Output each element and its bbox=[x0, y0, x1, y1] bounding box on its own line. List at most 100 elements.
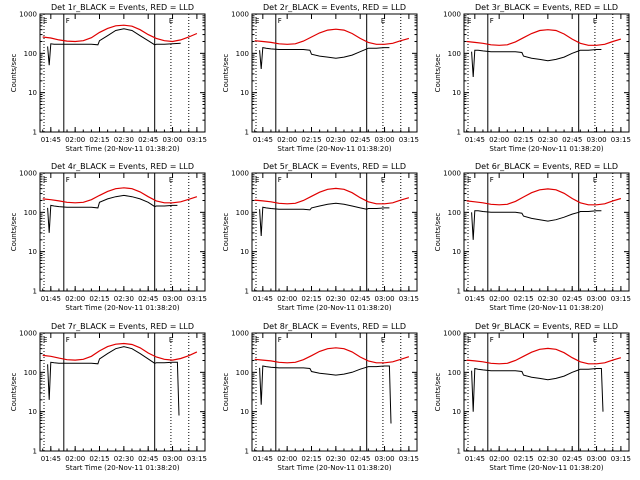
y-tick-label: 1000 bbox=[231, 330, 249, 338]
x-tick-label: 03:00 bbox=[374, 455, 394, 463]
y-tick-label: 10 bbox=[240, 408, 249, 416]
x-tick-label: 02:15 bbox=[301, 295, 321, 303]
x-tick-label: 01:45 bbox=[253, 455, 273, 463]
panel-title: Det 5r_BLACK = Events, RED = LLD bbox=[263, 162, 406, 171]
marker-label-e: E bbox=[593, 17, 597, 25]
panel-title: Det 9r_BLACK = Events, RED = LLD bbox=[475, 322, 618, 331]
y-tick-label: 100 bbox=[448, 50, 461, 58]
y-axis-label: Counts/sec bbox=[222, 54, 230, 93]
x-tick-label: 03:15 bbox=[187, 136, 207, 144]
y-tick-label: 10 bbox=[28, 408, 37, 416]
plot-frame bbox=[39, 172, 206, 292]
panel-title: Det 8r_BLACK = Events, RED = LLD bbox=[263, 322, 406, 331]
chart-panel-2: Det 2r_BLACK = Events, RED = LLD 1 10 100 10… bbox=[222, 3, 419, 153]
chart-panel-8: Det 8r_BLACK = Events, RED = LLD 1 10 100 10… bbox=[222, 322, 419, 472]
y-tick-label: 1000 bbox=[231, 11, 249, 19]
panel-title: Det 3r_BLACK = Events, RED = LLD bbox=[475, 3, 618, 12]
x-tick-label: 02:30 bbox=[326, 455, 346, 463]
marker-label-e: E bbox=[169, 176, 173, 184]
y-axis-label: Counts/sec bbox=[434, 373, 442, 412]
marker-label-e: E bbox=[169, 17, 173, 25]
x-tick-label: 02:00 bbox=[65, 136, 85, 144]
plot-frame bbox=[39, 332, 206, 452]
x-tick-label: 02:15 bbox=[89, 136, 109, 144]
x-tick-label: 02:00 bbox=[277, 455, 297, 463]
plot-frame bbox=[39, 13, 206, 133]
x-tick-label: 02:15 bbox=[89, 455, 109, 463]
y-axis-label: Counts/sec bbox=[10, 54, 18, 93]
chart-panel-4: Det 4r_BLACK = Events, RED = LLD 1 10 100 10… bbox=[10, 162, 207, 312]
chart-panel-9: Det 9r_BLACK = Events, RED = LLD 1 10 100 10… bbox=[434, 322, 631, 472]
x-tick-label: 02:15 bbox=[513, 136, 533, 144]
plot-frame bbox=[463, 172, 630, 292]
y-tick-label: 100 bbox=[448, 369, 461, 377]
x-tick-label: 03:15 bbox=[399, 455, 419, 463]
y-tick-label: 1 bbox=[245, 448, 249, 456]
y-tick-label: 10 bbox=[28, 248, 37, 256]
x-tick-label: 02:30 bbox=[538, 136, 558, 144]
y-tick-label: 1000 bbox=[19, 330, 37, 338]
x-tick-label: 03:15 bbox=[399, 136, 419, 144]
x-tick-label: 03:00 bbox=[374, 136, 394, 144]
y-tick-label: 1 bbox=[33, 129, 37, 137]
marker-label-e: E bbox=[255, 17, 259, 25]
x-axis-label: Start Time (20-Nov-11 01:38:20) bbox=[277, 304, 391, 312]
plot-frame bbox=[463, 13, 630, 133]
marker-label-f: F bbox=[490, 17, 494, 25]
marker-label-f: F bbox=[66, 336, 70, 344]
x-tick-label: 02:00 bbox=[277, 295, 297, 303]
x-tick-label: 02:45 bbox=[562, 295, 582, 303]
y-axis-label: Counts/sec bbox=[434, 54, 442, 93]
y-tick-label: 1000 bbox=[443, 170, 461, 178]
series-lld bbox=[466, 347, 622, 365]
marker-label-f: F bbox=[278, 176, 282, 184]
y-tick-label: 1 bbox=[457, 448, 461, 456]
marker-label-f: F bbox=[66, 176, 70, 184]
x-axis-label: Start Time (20-Nov-11 01:38:20) bbox=[489, 304, 603, 312]
marker-label-e: E bbox=[593, 176, 597, 184]
x-tick-label: 02:15 bbox=[89, 295, 109, 303]
y-tick-label: 1000 bbox=[19, 11, 37, 19]
x-tick-label: 02:45 bbox=[562, 455, 582, 463]
x-tick-label: 02:30 bbox=[326, 136, 346, 144]
x-axis-label: Start Time (20-Nov-11 01:38:20) bbox=[277, 464, 391, 472]
x-tick-label: 02:45 bbox=[138, 136, 158, 144]
plot-frame bbox=[463, 332, 630, 452]
y-axis-label: Counts/sec bbox=[10, 213, 18, 252]
x-axis-label: Start Time (20-Nov-11 01:38:20) bbox=[65, 304, 179, 312]
x-axis-label: Start Time (20-Nov-11 01:38:20) bbox=[277, 145, 391, 153]
x-tick-label: 01:45 bbox=[465, 295, 485, 303]
series-events bbox=[259, 202, 390, 237]
series-lld bbox=[466, 188, 622, 206]
x-axis-label: Start Time (20-Nov-11 01:38:20) bbox=[65, 464, 179, 472]
x-axis-label: Start Time (20-Nov-11 01:38:20) bbox=[489, 145, 603, 153]
series-events bbox=[47, 194, 178, 233]
x-tick-label: 03:15 bbox=[399, 295, 419, 303]
y-axis-label: Counts/sec bbox=[10, 373, 18, 412]
x-tick-label: 02:30 bbox=[538, 455, 558, 463]
x-tick-label: 02:00 bbox=[489, 455, 509, 463]
panel-title: Det 1r_BLACK = Events, RED = LLD bbox=[51, 3, 194, 12]
y-tick-label: 100 bbox=[24, 50, 37, 58]
series-lld bbox=[466, 29, 622, 46]
series-lld bbox=[254, 28, 410, 45]
y-tick-label: 10 bbox=[240, 89, 249, 97]
x-tick-label: 01:45 bbox=[41, 455, 61, 463]
x-tick-label: 03:15 bbox=[187, 455, 207, 463]
x-tick-label: 02:00 bbox=[489, 295, 509, 303]
x-axis-label: Start Time (20-Nov-11 01:38:20) bbox=[65, 145, 179, 153]
x-tick-label: 03:00 bbox=[586, 455, 606, 463]
plot-frame bbox=[251, 13, 418, 133]
marker-label-e: E bbox=[43, 176, 47, 184]
x-tick-label: 02:30 bbox=[538, 295, 558, 303]
x-tick-label: 02:30 bbox=[114, 295, 134, 303]
x-tick-label: 02:15 bbox=[513, 295, 533, 303]
x-tick-label: 02:15 bbox=[301, 136, 321, 144]
series-events bbox=[471, 367, 604, 412]
y-tick-label: 1000 bbox=[19, 170, 37, 178]
series-lld bbox=[42, 24, 198, 43]
chart-panel-1: Det 1r_BLACK = Events, RED = LLD 1 10 100 10… bbox=[10, 3, 207, 153]
y-tick-label: 1 bbox=[457, 288, 461, 296]
series-events bbox=[471, 210, 602, 240]
panel-title: Det 6r_BLACK = Events, RED = LLD bbox=[475, 162, 618, 171]
